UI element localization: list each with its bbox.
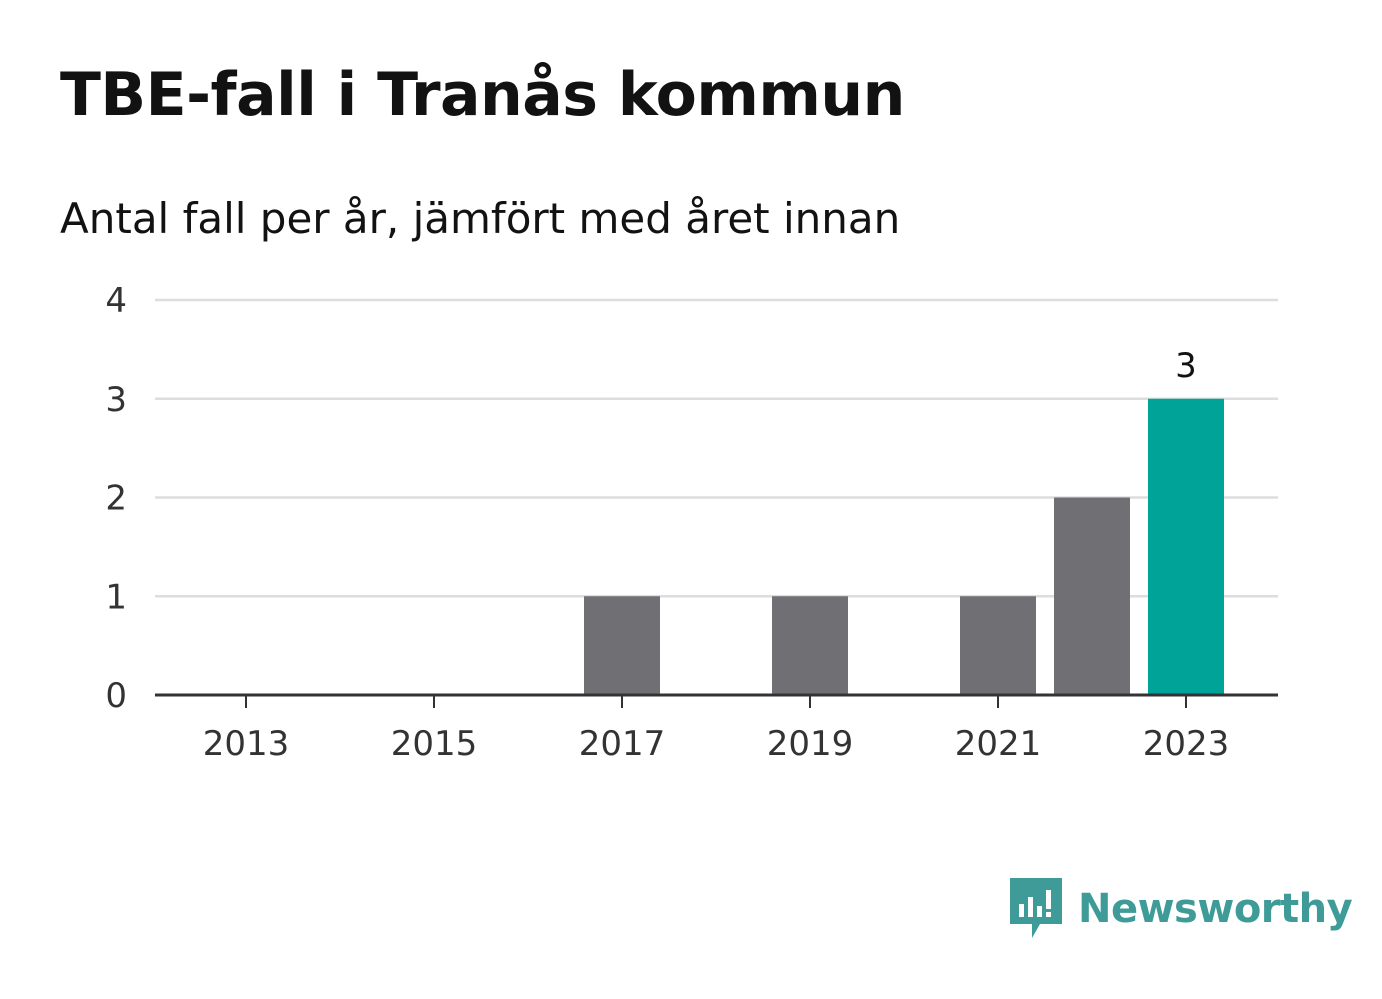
- x-tick-label: 2015: [391, 724, 478, 764]
- bar: [772, 596, 848, 695]
- y-tick-label: 2: [105, 479, 127, 519]
- x-tick-label: 2013: [203, 724, 290, 764]
- chart-subtitle: Antal fall per år, jämfört med året inna…: [60, 194, 901, 243]
- brand-name: Newsworthy: [1078, 886, 1353, 932]
- x-tick-label: 2023: [1143, 724, 1230, 764]
- x-tick-label: 2017: [579, 724, 666, 764]
- chart-title: TBE-fall i Tranås kommun: [60, 60, 905, 130]
- bar-highlight: [1148, 398, 1224, 695]
- y-tick-label: 4: [105, 281, 127, 321]
- x-tick-label: 2019: [767, 724, 854, 764]
- newsworthy-logo: Newsworthy: [1010, 878, 1353, 940]
- bar-value-label: 3: [1175, 346, 1197, 386]
- bar: [960, 596, 1036, 695]
- y-tick-label: 1: [105, 577, 127, 617]
- y-tick-label: 3: [105, 380, 127, 420]
- bar: [584, 596, 660, 695]
- y-tick-label: 0: [105, 676, 127, 716]
- x-tick-label: 2021: [955, 724, 1042, 764]
- bar: [1054, 497, 1130, 695]
- newsworthy-logo-icon: [1010, 878, 1062, 938]
